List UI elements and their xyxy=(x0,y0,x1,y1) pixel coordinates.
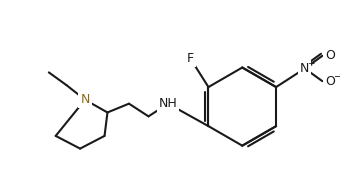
Text: N: N xyxy=(80,93,90,106)
Text: NH: NH xyxy=(159,97,177,110)
Text: N: N xyxy=(300,62,309,75)
Text: O: O xyxy=(325,49,335,62)
Text: F: F xyxy=(187,52,194,65)
Text: −: − xyxy=(334,72,340,82)
Text: +: + xyxy=(307,59,314,68)
Text: O: O xyxy=(325,75,335,88)
